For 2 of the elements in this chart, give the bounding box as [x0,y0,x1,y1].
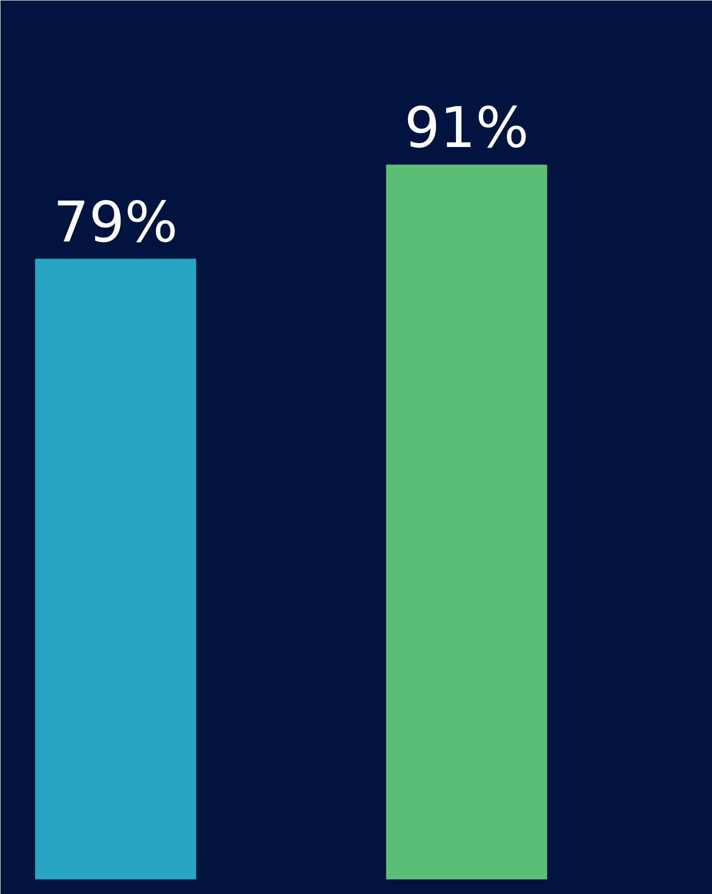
data-label: 79% [53,190,178,256]
data-label: 91% [404,96,529,162]
